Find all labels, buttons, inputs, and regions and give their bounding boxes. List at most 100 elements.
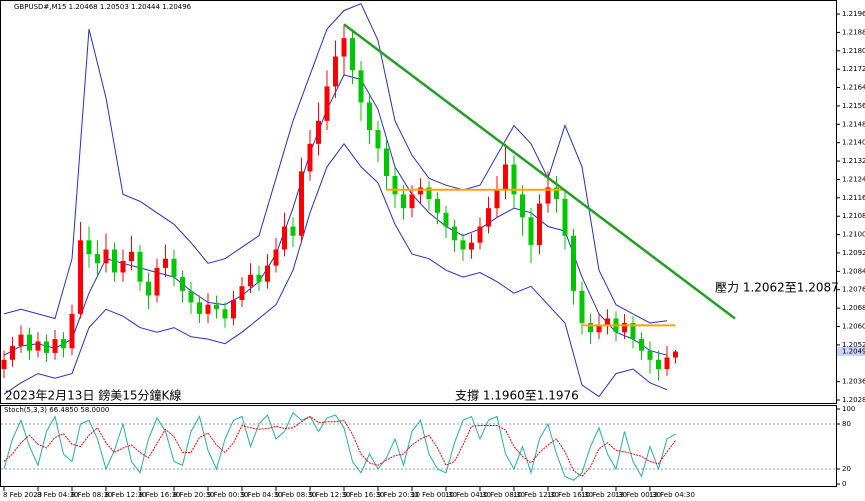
candle-body (562, 198, 568, 236)
symbol-header: GBPUSD#,M15 1.20468 1.20503 1.20444 1.20… (14, 3, 192, 11)
candle-body (154, 267, 160, 296)
candle-body (375, 130, 381, 149)
candle-body (27, 334, 32, 351)
x-tick-label: 10 Feb 16:30 (547, 491, 593, 499)
candle-body (103, 249, 109, 264)
candle-body (86, 240, 92, 255)
y-tick-label: 1.20765 (842, 286, 865, 294)
candle-body (392, 176, 398, 195)
candle-body (95, 254, 100, 264)
candle-body (503, 164, 508, 190)
y-tick-label: 0 (842, 480, 846, 488)
candle-body (112, 249, 117, 273)
candle-body (137, 251, 143, 282)
stoch-main (3, 411, 676, 481)
candle-body (324, 86, 330, 121)
trendline (343, 23, 736, 320)
stoch-signal (3, 415, 676, 478)
candle-body (350, 38, 355, 71)
candle-body (469, 242, 474, 250)
x-tick-label: 8 Feb 08:30 (71, 491, 112, 499)
bollinger-middle (3, 74, 668, 356)
candle-body (528, 217, 534, 245)
candle-body (44, 341, 49, 353)
y-tick-label: 1.21085 (842, 212, 865, 220)
x-tick-label: 8 Feb 20:30 (173, 491, 214, 499)
candle-body (290, 226, 296, 236)
x-tick-label: 10 Feb 08:30 (479, 491, 525, 499)
candle-body (418, 187, 423, 195)
candle-body (367, 102, 372, 131)
x-tick-label: 8 Feb 2023 (3, 491, 42, 499)
candle-body (129, 251, 134, 262)
candle-body (265, 265, 270, 282)
x-tick-label: 9 Feb 20:30 (377, 491, 418, 499)
candle-body (78, 240, 83, 314)
candle-body (35, 341, 41, 351)
candle-body (579, 290, 585, 324)
candle-body (664, 357, 670, 369)
y-tick-label: 80 (842, 420, 851, 428)
y-tick-label: 20 (842, 465, 851, 473)
candle-body (205, 304, 211, 314)
y-tick-label: 1.21885 (842, 28, 865, 36)
candle-body (358, 70, 364, 103)
candle-body (282, 226, 287, 250)
y-tick-label: 100 (842, 405, 855, 413)
y-tick-label: 1.20525 (842, 341, 865, 349)
x-tick-label: 13 Feb 00:30 (615, 491, 661, 499)
candle-body (180, 277, 185, 291)
stoch-header: Stoch(5,3,3) 66.4850 58.0000 (4, 406, 109, 414)
main-panel (0, 0, 837, 404)
candle-body (341, 38, 347, 57)
candle-body (256, 274, 262, 282)
candle-body (239, 286, 245, 301)
candle-body (69, 313, 75, 349)
bollinger-lower (3, 142, 668, 398)
y-tick-label: 1.21965 (842, 10, 865, 18)
x-tick-label: 8 Feb 16:30 (139, 491, 180, 499)
y-tick-label: 1.21725 (842, 65, 865, 73)
x-tick-label: 9 Feb 08:30 (275, 491, 316, 499)
x-tick-label: 9 Feb 00:30 (207, 491, 248, 499)
candle-body (571, 235, 576, 291)
current-price: 1.20496 (842, 348, 865, 356)
chart-caption: 2023年2月13日 鎊美15分鐘K線 (5, 388, 181, 403)
candle-body (494, 189, 500, 209)
support-note: 支撐 1.1960至1.1976 (455, 389, 579, 403)
x-tick-label: 8 Feb 04:30 (37, 491, 78, 499)
candle-body (384, 148, 389, 177)
candle-body (299, 171, 304, 236)
candle-body (673, 351, 678, 358)
candle-body (477, 226, 483, 243)
candle-body (596, 325, 602, 333)
candle-body (307, 143, 313, 172)
candle-body (333, 56, 338, 87)
y-tick-label: 1.20845 (842, 267, 865, 275)
x-tick-label: 10 Feb 12:30 (513, 491, 559, 499)
stoch-panel (0, 405, 837, 487)
candle-body (443, 212, 449, 227)
candle-body (401, 194, 406, 209)
y-tick-label: 1.21565 (842, 102, 865, 110)
candle-body (656, 359, 661, 369)
x-tick-label: 9 Feb 04:30 (241, 491, 282, 499)
y-tick-label: 1.21325 (842, 157, 865, 165)
candle-body (163, 258, 168, 268)
x-tick-label: 10 Feb 04:30 (445, 491, 491, 499)
candle-body (222, 309, 228, 319)
candle-body (520, 194, 525, 218)
x-tick-label: 10 Feb 20:30 (581, 491, 627, 499)
resistance-note: 壓力 1.2062至1.2087 (715, 281, 839, 295)
candle-body (316, 120, 321, 144)
candle-body (146, 281, 151, 296)
y-tick-label: 1.20605 (842, 322, 865, 330)
x-tick-label: 8 Feb 12:30 (105, 491, 146, 499)
candle-body (214, 304, 219, 310)
candle-body (435, 198, 440, 213)
x-tick-label: 10 Feb 00:30 (411, 491, 457, 499)
x-tick-label: 9 Feb 12:30 (309, 491, 350, 499)
candle-body (426, 187, 432, 199)
y-tick-label: 1.20365 (842, 378, 865, 386)
candle-body (630, 323, 636, 340)
